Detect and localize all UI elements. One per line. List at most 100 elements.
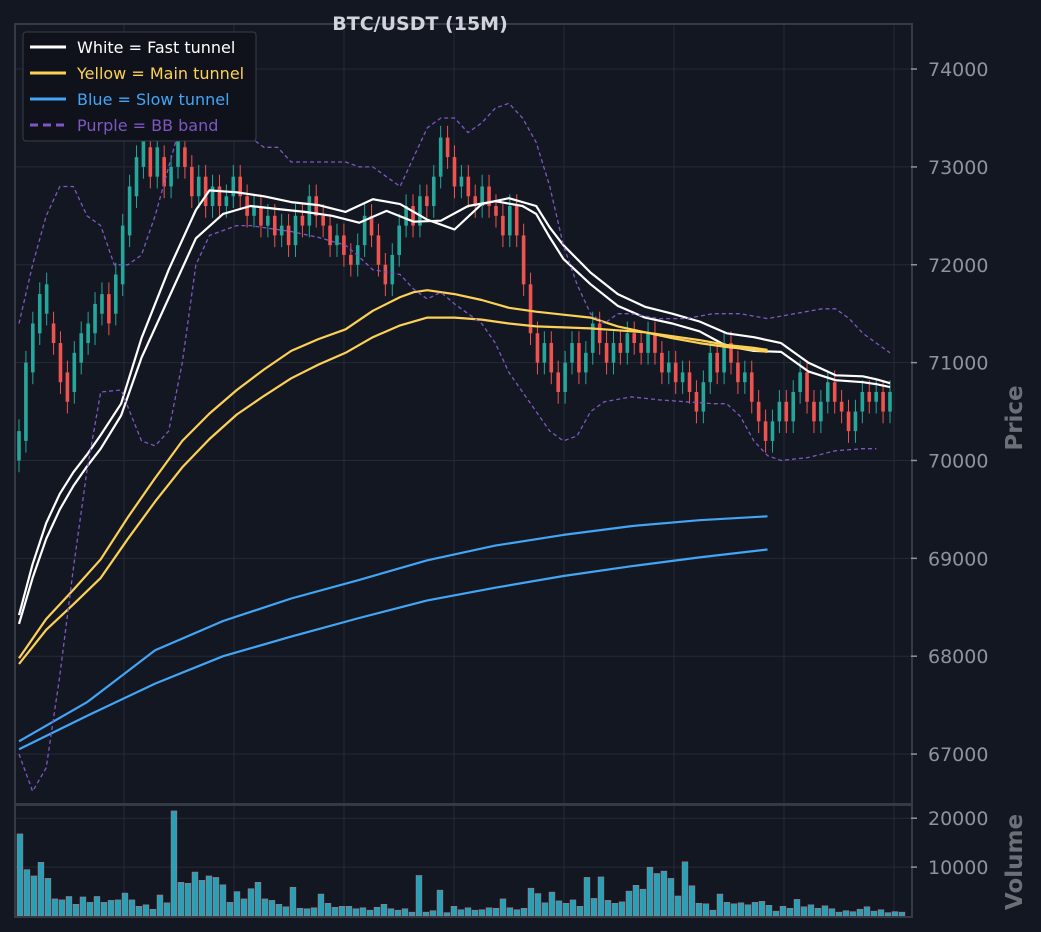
legend-box (22, 31, 257, 142)
volume-bar (107, 900, 115, 917)
candle-body (736, 362, 740, 383)
candle-body (687, 372, 692, 392)
candle-body (508, 206, 512, 236)
volume-bar (345, 906, 353, 917)
volume-bar (604, 900, 612, 917)
candle-body (625, 333, 630, 353)
slow-tunnel-line (18, 548, 768, 751)
candle-body (196, 176, 201, 197)
candle-body (639, 343, 643, 353)
volume-bar (625, 890, 633, 917)
candle-body (217, 186, 222, 207)
candle-body (756, 401, 761, 422)
candle-body (24, 362, 28, 441)
volume-bar (457, 909, 465, 917)
candle-body (722, 343, 726, 373)
candle-body (155, 147, 160, 177)
volume-axis-label: Volume (1002, 814, 1028, 910)
price-axis-ticks: 67000 68000 69000 70000 71000 72000 73000 74000 (911, 59, 988, 766)
volume-bar (681, 861, 689, 917)
candle-body (825, 382, 830, 402)
chart-title: BTC/USDT (15M) (332, 13, 508, 35)
volume-bar (891, 911, 899, 917)
candle-body (349, 254, 353, 265)
volume-bar (576, 906, 584, 917)
candle-body (425, 196, 429, 207)
volume-bar (555, 900, 563, 917)
candle-body (141, 137, 146, 167)
legend-label-bb: Purple = BB band (77, 116, 218, 135)
candle-body (611, 343, 616, 363)
candle-body (438, 137, 443, 177)
candle-body (93, 303, 97, 334)
volume-bar (37, 862, 45, 917)
candle-body (839, 401, 844, 412)
candle-body (819, 401, 823, 422)
volume-bar (268, 900, 276, 917)
price-tick-label: 69000 (928, 548, 988, 570)
candle-body (528, 284, 533, 334)
volume-bar (478, 909, 486, 917)
volume-bar (590, 898, 598, 917)
candle-body (65, 372, 70, 402)
candle-body (383, 264, 388, 285)
candle-body (577, 343, 581, 373)
legend-label-fast: White = Fast tunnel (77, 38, 235, 57)
volume-bar (275, 904, 283, 917)
volume-panel-frame (14, 804, 913, 918)
volume-bar (331, 907, 339, 917)
candle-body (729, 343, 733, 363)
candle-body (328, 225, 332, 246)
candle-body (784, 401, 789, 422)
candle-body (459, 176, 464, 187)
volume-bar (163, 902, 171, 917)
candle-body (314, 196, 319, 216)
candle-body (632, 333, 637, 344)
volume-bar (149, 908, 157, 917)
candle-body (452, 157, 457, 187)
volume-bar (877, 909, 885, 917)
candle-body (224, 196, 229, 207)
candle-body (445, 137, 450, 158)
volume-bar (303, 908, 311, 917)
volume-bar (254, 882, 262, 917)
price-axis-label: Price (1002, 385, 1028, 450)
volume-bar (387, 908, 395, 917)
volume-bar (828, 908, 836, 917)
candle-body (570, 343, 574, 363)
volume-bar (779, 906, 787, 917)
candle-body (120, 225, 125, 285)
candle-body (252, 206, 256, 216)
volume-bar (226, 902, 234, 917)
volume-bar (541, 902, 549, 917)
volume-bar (786, 907, 794, 917)
price-tick-label: 67000 (928, 744, 988, 766)
volume-bar (23, 869, 31, 917)
volume-bar (289, 886, 297, 917)
candle-body (660, 352, 664, 373)
volume-bar (807, 904, 815, 917)
candle-body (666, 362, 671, 373)
candle-body (549, 343, 554, 373)
candle-body (791, 391, 796, 422)
candle-body (72, 352, 77, 392)
candle-body (100, 294, 104, 314)
volume-bar (520, 907, 528, 917)
candle-body (653, 333, 657, 353)
candle-body (210, 186, 215, 207)
candle-body (535, 333, 540, 363)
volume-bar (310, 907, 318, 917)
candle-body (514, 206, 519, 236)
volume-bar (464, 907, 472, 917)
volume-bar (324, 903, 332, 917)
volume-bar (653, 873, 661, 917)
candle-body (646, 333, 650, 353)
candle-body (494, 206, 498, 216)
volume-bar (261, 898, 269, 917)
candle-body (404, 206, 408, 226)
candle-body (597, 323, 602, 344)
volume-bar (100, 902, 108, 917)
candle-body (272, 215, 277, 236)
candle-body (763, 421, 768, 441)
volume-bar (485, 907, 493, 917)
